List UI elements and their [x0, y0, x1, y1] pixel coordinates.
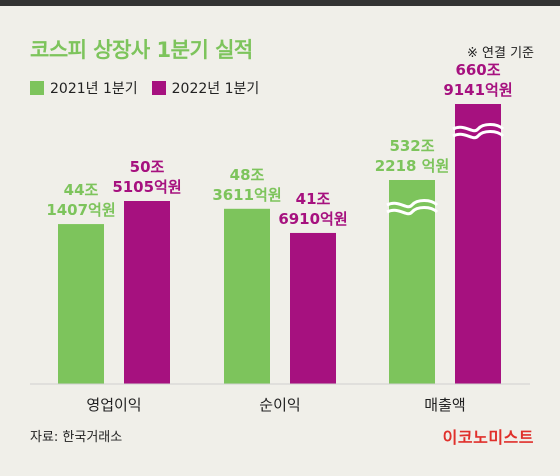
- basis-note: ※ 연결 기준: [467, 46, 534, 61]
- chart-title: 코스피 상장사 1분기 실적: [30, 38, 253, 62]
- value-label-2-1-b: 9141억원: [443, 81, 512, 99]
- bar-2-1: [455, 104, 501, 384]
- value-label-1-1-a: 41조: [296, 190, 331, 208]
- brand-logo-text: 이코노미스트: [442, 428, 534, 447]
- axis-break-mark-1-0: [452, 123, 505, 133]
- bar-0-1: [124, 201, 170, 384]
- legend-label-2021: 2021년 1분기: [50, 81, 138, 97]
- legend-swatch-2021: [30, 81, 44, 95]
- value-label-0-0-a: 44조: [64, 181, 99, 199]
- legend-item-2021: 2021년 1분기: [30, 78, 138, 98]
- top-bar: [0, 0, 560, 6]
- bar-1-1: [290, 232, 336, 384]
- value-label-0-0-b: 1407억원: [46, 201, 115, 219]
- axis-break-mark-0-0: [386, 199, 439, 209]
- category-label-1: 순이익: [259, 396, 300, 414]
- legend: 2021년 1분기 2022년 1분기: [30, 78, 259, 98]
- bar-1-0: [224, 208, 270, 384]
- value-label-2-0-b: 2218 억원: [375, 157, 450, 175]
- legend-item-2022: 2022년 1분기: [151, 78, 260, 98]
- source-note: 자료: 한국거래소: [30, 430, 123, 445]
- value-label-0-1-b: 5105억원: [112, 178, 181, 196]
- category-label-2: 매출액: [424, 396, 465, 414]
- axis-break-mark-0-1: [386, 206, 439, 216]
- value-label-0-1-a: 50조: [130, 158, 165, 176]
- value-label-1-0-a: 48조: [230, 166, 265, 184]
- value-label-1-0-b: 3611억원: [212, 186, 281, 204]
- category-label-0: 영업이익: [86, 396, 141, 414]
- value-label-1-1-b: 6910억원: [278, 210, 347, 228]
- legend-swatch-2022: [151, 81, 166, 95]
- value-label-2-1-a: 660조: [455, 61, 500, 79]
- bar-0-0: [58, 224, 104, 384]
- legend-label-2022: 2022년 1분기: [171, 81, 260, 97]
- axis-break-mark-1-1: [452, 130, 505, 140]
- value-label-2-0-a: 532조: [389, 137, 434, 155]
